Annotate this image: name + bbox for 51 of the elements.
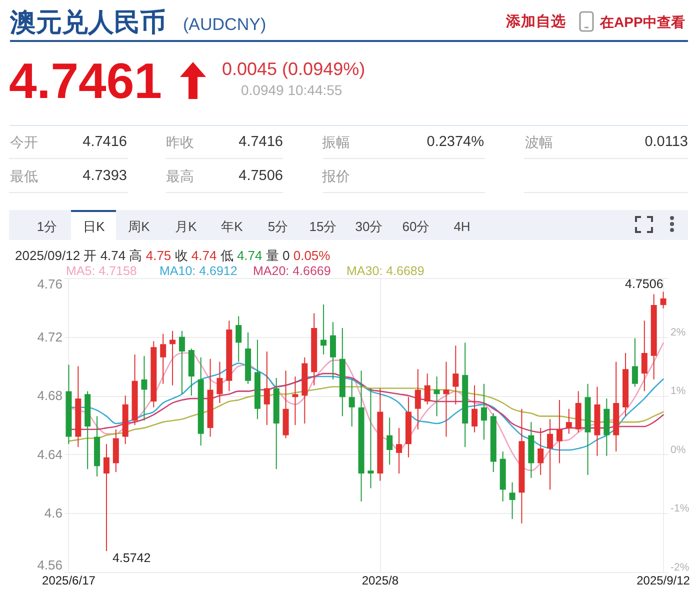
text: 4.7416 bbox=[238, 134, 283, 150]
y2-tick-label: -2% bbox=[670, 562, 690, 574]
text: MA20: 4.6669 bbox=[253, 264, 331, 278]
text: 30分 bbox=[355, 218, 383, 234]
text: 波幅 bbox=[525, 134, 553, 150]
text: 月K bbox=[175, 218, 197, 234]
text: 4.7416 bbox=[82, 134, 127, 150]
text: MA5: 4.7158 bbox=[66, 264, 137, 278]
text: 0.0045 (0.0949%) bbox=[222, 59, 366, 79]
annotation: 4.7506 bbox=[625, 276, 664, 291]
chart-title: 澳元兑人民币 bbox=[10, 7, 166, 37]
y2-tick-label: -1% bbox=[670, 502, 690, 515]
text: 最低 bbox=[10, 168, 38, 184]
text: 最高 bbox=[166, 168, 194, 184]
text: 年K bbox=[221, 218, 243, 234]
text: 昨收 bbox=[166, 134, 194, 150]
text: 60分 bbox=[402, 218, 430, 234]
text: 0.0949 10:44:55 bbox=[241, 82, 342, 98]
text: 5分 bbox=[268, 218, 288, 234]
y-tick-label: 4.6 bbox=[44, 506, 62, 521]
text: 振幅 bbox=[322, 134, 350, 150]
y-tick-label: 4.76 bbox=[37, 276, 62, 292]
text: 4.7393 bbox=[82, 168, 127, 184]
text: 1分 bbox=[36, 218, 58, 234]
y2-tick-label: 2% bbox=[670, 326, 686, 338]
text: 4.7461 bbox=[9, 53, 162, 109]
y2-tick-label: 0% bbox=[670, 444, 686, 456]
text: 4H bbox=[454, 218, 470, 234]
x-tick-label: 2025/9/12 bbox=[636, 574, 690, 588]
x-tick-label: 2025/8 bbox=[362, 574, 399, 588]
x-tick-label: 2025/6/17 bbox=[42, 574, 96, 588]
y-tick-label: 4.64 bbox=[37, 446, 62, 462]
text: 0.0113 bbox=[644, 134, 688, 150]
text: 0.2374% bbox=[426, 134, 484, 150]
text: 4.7506 bbox=[238, 168, 283, 184]
y-tick-label: 4.56 bbox=[37, 558, 62, 572]
text: 周K bbox=[128, 218, 150, 234]
y-tick-label: 4.72 bbox=[37, 329, 62, 344]
y2-tick-label: 1% bbox=[670, 385, 686, 398]
annotation: 4.5742 bbox=[112, 551, 151, 566]
text: 今开 bbox=[10, 134, 38, 150]
text: 报价 bbox=[322, 168, 350, 184]
text: MA10: 4.6912 bbox=[160, 264, 238, 278]
text: 在APP中查看 bbox=[600, 14, 685, 30]
text: 添加自选 bbox=[506, 14, 566, 30]
chart-subtitle: (AUDCNY) bbox=[183, 14, 266, 34]
text: 15分 bbox=[309, 218, 337, 234]
text: 2025/09/12 开 4.74 高 4.75 收 4.74 低 4.74 量 0 0.05% bbox=[15, 248, 330, 262]
y-tick-label: 4.68 bbox=[37, 388, 62, 404]
text: 日K bbox=[83, 218, 105, 234]
text: MA30: 4.6689 bbox=[346, 264, 424, 278]
